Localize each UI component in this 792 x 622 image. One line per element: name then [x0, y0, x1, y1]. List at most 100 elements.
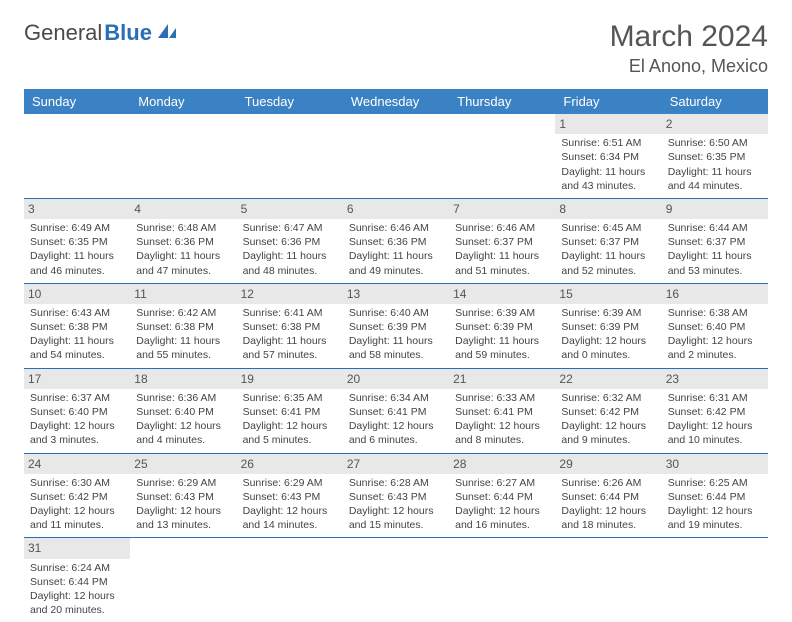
- calendar-day-cell: 17Sunrise: 6:37 AMSunset: 6:40 PMDayligh…: [24, 368, 130, 453]
- calendar-day-cell: 21Sunrise: 6:33 AMSunset: 6:41 PMDayligh…: [449, 368, 555, 453]
- daylight-text: Daylight: 12 hours and 20 minutes.: [30, 589, 124, 617]
- calendar-day-cell: [449, 538, 555, 622]
- day-info: Sunrise: 6:43 AMSunset: 6:38 PMDaylight:…: [30, 306, 124, 363]
- sunrise-text: Sunrise: 6:28 AM: [349, 476, 443, 490]
- sunset-text: Sunset: 6:34 PM: [561, 150, 655, 164]
- weekday-header: Monday: [130, 89, 236, 114]
- day-number: 17: [24, 369, 130, 389]
- sunrise-text: Sunrise: 6:29 AM: [136, 476, 230, 490]
- calendar-day-cell: [24, 114, 130, 198]
- sunset-text: Sunset: 6:39 PM: [349, 320, 443, 334]
- weekday-header: Friday: [555, 89, 661, 114]
- sunset-text: Sunset: 6:44 PM: [561, 490, 655, 504]
- calendar-week-row: 31Sunrise: 6:24 AMSunset: 6:44 PMDayligh…: [24, 538, 768, 622]
- calendar-day-cell: [343, 538, 449, 622]
- day-info: Sunrise: 6:30 AMSunset: 6:42 PMDaylight:…: [30, 476, 124, 533]
- sunset-text: Sunset: 6:43 PM: [136, 490, 230, 504]
- day-info: Sunrise: 6:44 AMSunset: 6:37 PMDaylight:…: [668, 221, 762, 278]
- day-number: 20: [343, 369, 449, 389]
- sunrise-text: Sunrise: 6:39 AM: [561, 306, 655, 320]
- location: El Anono, Mexico: [610, 56, 768, 77]
- day-number: 11: [130, 284, 236, 304]
- daylight-text: Daylight: 11 hours and 52 minutes.: [561, 249, 655, 277]
- calendar-day-cell: 19Sunrise: 6:35 AMSunset: 6:41 PMDayligh…: [237, 368, 343, 453]
- sunrise-text: Sunrise: 6:25 AM: [668, 476, 762, 490]
- daylight-text: Daylight: 11 hours and 43 minutes.: [561, 165, 655, 193]
- day-number: 30: [662, 454, 768, 474]
- logo: GeneralBlue: [24, 20, 178, 46]
- day-number: 18: [130, 369, 236, 389]
- day-info: Sunrise: 6:48 AMSunset: 6:36 PMDaylight:…: [136, 221, 230, 278]
- calendar-day-cell: 26Sunrise: 6:29 AMSunset: 6:43 PMDayligh…: [237, 453, 343, 538]
- sunrise-text: Sunrise: 6:26 AM: [561, 476, 655, 490]
- sunset-text: Sunset: 6:35 PM: [668, 150, 762, 164]
- daylight-text: Daylight: 12 hours and 3 minutes.: [30, 419, 124, 447]
- sunset-text: Sunset: 6:40 PM: [136, 405, 230, 419]
- weekday-header: Wednesday: [343, 89, 449, 114]
- daylight-text: Daylight: 12 hours and 11 minutes.: [30, 504, 124, 532]
- calendar-day-cell: 30Sunrise: 6:25 AMSunset: 6:44 PMDayligh…: [662, 453, 768, 538]
- sunset-text: Sunset: 6:39 PM: [561, 320, 655, 334]
- daylight-text: Daylight: 11 hours and 53 minutes.: [668, 249, 762, 277]
- day-number: 21: [449, 369, 555, 389]
- sunrise-text: Sunrise: 6:27 AM: [455, 476, 549, 490]
- day-number: 1: [555, 114, 661, 134]
- day-info: Sunrise: 6:41 AMSunset: 6:38 PMDaylight:…: [243, 306, 337, 363]
- day-number: 2: [662, 114, 768, 134]
- day-number: 28: [449, 454, 555, 474]
- sunset-text: Sunset: 6:37 PM: [668, 235, 762, 249]
- daylight-text: Daylight: 12 hours and 14 minutes.: [243, 504, 337, 532]
- sunset-text: Sunset: 6:38 PM: [243, 320, 337, 334]
- sunset-text: Sunset: 6:36 PM: [243, 235, 337, 249]
- daylight-text: Daylight: 12 hours and 4 minutes.: [136, 419, 230, 447]
- calendar-day-cell: 9Sunrise: 6:44 AMSunset: 6:37 PMDaylight…: [662, 198, 768, 283]
- calendar-day-cell: [662, 538, 768, 622]
- daylight-text: Daylight: 11 hours and 44 minutes.: [668, 165, 762, 193]
- daylight-text: Daylight: 12 hours and 6 minutes.: [349, 419, 443, 447]
- calendar-day-cell: 5Sunrise: 6:47 AMSunset: 6:36 PMDaylight…: [237, 198, 343, 283]
- sunrise-text: Sunrise: 6:49 AM: [30, 221, 124, 235]
- day-info: Sunrise: 6:39 AMSunset: 6:39 PMDaylight:…: [561, 306, 655, 363]
- sunset-text: Sunset: 6:42 PM: [30, 490, 124, 504]
- day-info: Sunrise: 6:45 AMSunset: 6:37 PMDaylight:…: [561, 221, 655, 278]
- calendar-day-cell: 28Sunrise: 6:27 AMSunset: 6:44 PMDayligh…: [449, 453, 555, 538]
- sunset-text: Sunset: 6:44 PM: [668, 490, 762, 504]
- weekday-header: Thursday: [449, 89, 555, 114]
- day-info: Sunrise: 6:46 AMSunset: 6:37 PMDaylight:…: [455, 221, 549, 278]
- sunset-text: Sunset: 6:43 PM: [243, 490, 337, 504]
- calendar-day-cell: 8Sunrise: 6:45 AMSunset: 6:37 PMDaylight…: [555, 198, 661, 283]
- day-number: 24: [24, 454, 130, 474]
- daylight-text: Daylight: 12 hours and 15 minutes.: [349, 504, 443, 532]
- calendar-day-cell: 16Sunrise: 6:38 AMSunset: 6:40 PMDayligh…: [662, 283, 768, 368]
- daylight-text: Daylight: 12 hours and 9 minutes.: [561, 419, 655, 447]
- day-info: Sunrise: 6:35 AMSunset: 6:41 PMDaylight:…: [243, 391, 337, 448]
- day-info: Sunrise: 6:50 AMSunset: 6:35 PMDaylight:…: [668, 136, 762, 193]
- daylight-text: Daylight: 12 hours and 10 minutes.: [668, 419, 762, 447]
- daylight-text: Daylight: 11 hours and 47 minutes.: [136, 249, 230, 277]
- weekday-header: Saturday: [662, 89, 768, 114]
- sunrise-text: Sunrise: 6:24 AM: [30, 561, 124, 575]
- calendar-header-row: SundayMondayTuesdayWednesdayThursdayFrid…: [24, 89, 768, 114]
- day-info: Sunrise: 6:32 AMSunset: 6:42 PMDaylight:…: [561, 391, 655, 448]
- sunset-text: Sunset: 6:38 PM: [136, 320, 230, 334]
- day-number: 15: [555, 284, 661, 304]
- sunrise-text: Sunrise: 6:39 AM: [455, 306, 549, 320]
- calendar-day-cell: 22Sunrise: 6:32 AMSunset: 6:42 PMDayligh…: [555, 368, 661, 453]
- day-number: 9: [662, 199, 768, 219]
- day-info: Sunrise: 6:28 AMSunset: 6:43 PMDaylight:…: [349, 476, 443, 533]
- sunrise-text: Sunrise: 6:41 AM: [243, 306, 337, 320]
- calendar-day-cell: 6Sunrise: 6:46 AMSunset: 6:36 PMDaylight…: [343, 198, 449, 283]
- day-info: Sunrise: 6:34 AMSunset: 6:41 PMDaylight:…: [349, 391, 443, 448]
- month-title: March 2024: [610, 20, 768, 54]
- day-number: 23: [662, 369, 768, 389]
- logo-text-blue: Blue: [104, 20, 152, 46]
- calendar-day-cell: 12Sunrise: 6:41 AMSunset: 6:38 PMDayligh…: [237, 283, 343, 368]
- day-number: 5: [237, 199, 343, 219]
- calendar-day-cell: [130, 538, 236, 622]
- sunset-text: Sunset: 6:44 PM: [455, 490, 549, 504]
- logo-text-general: General: [24, 20, 102, 46]
- calendar-day-cell: [237, 538, 343, 622]
- calendar-day-cell: 15Sunrise: 6:39 AMSunset: 6:39 PMDayligh…: [555, 283, 661, 368]
- sunrise-text: Sunrise: 6:46 AM: [349, 221, 443, 235]
- day-number: 14: [449, 284, 555, 304]
